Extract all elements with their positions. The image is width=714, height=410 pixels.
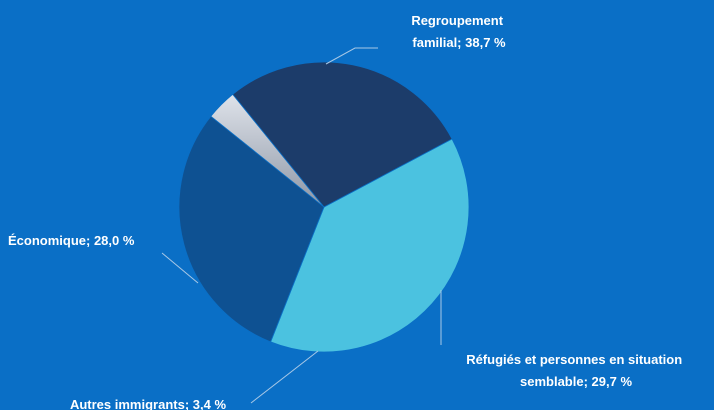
label-refugies: Réfugiés et personnes en situation sembl…	[466, 352, 686, 389]
label-refugies-line1: Réfugiés et personnes en situation	[466, 352, 682, 367]
label-autres: Autres immigrants; 3,4 %	[70, 397, 226, 410]
label-regroupement: Regroupement familial; 38,7 %	[411, 13, 506, 50]
data-labels: Regroupement familial; 38,7 % Réfugiés e…	[8, 13, 686, 410]
pie-slice-economique	[232, 61, 453, 208]
leader-lines	[161, 47, 442, 404]
pie-slice-regroupement	[270, 138, 470, 353]
label-refugies-line2: semblable; 29,7 %	[520, 374, 632, 389]
label-economique: Économique; 28,0 %	[8, 233, 135, 248]
pie-slices	[178, 61, 470, 353]
pie-slice-refugies	[178, 115, 325, 343]
leader-line-economique	[161, 252, 199, 284]
leader-line-regroupement	[325, 47, 378, 65]
leader-line-autres	[250, 350, 319, 404]
label-economique-line1: Économique; 28,0 %	[8, 233, 135, 248]
label-regroupement-line2: familial; 38,7 %	[412, 35, 506, 50]
label-autres-line1: Autres immigrants; 3,4 %	[70, 397, 226, 410]
label-regroupement-line1: Regroupement	[411, 13, 503, 28]
